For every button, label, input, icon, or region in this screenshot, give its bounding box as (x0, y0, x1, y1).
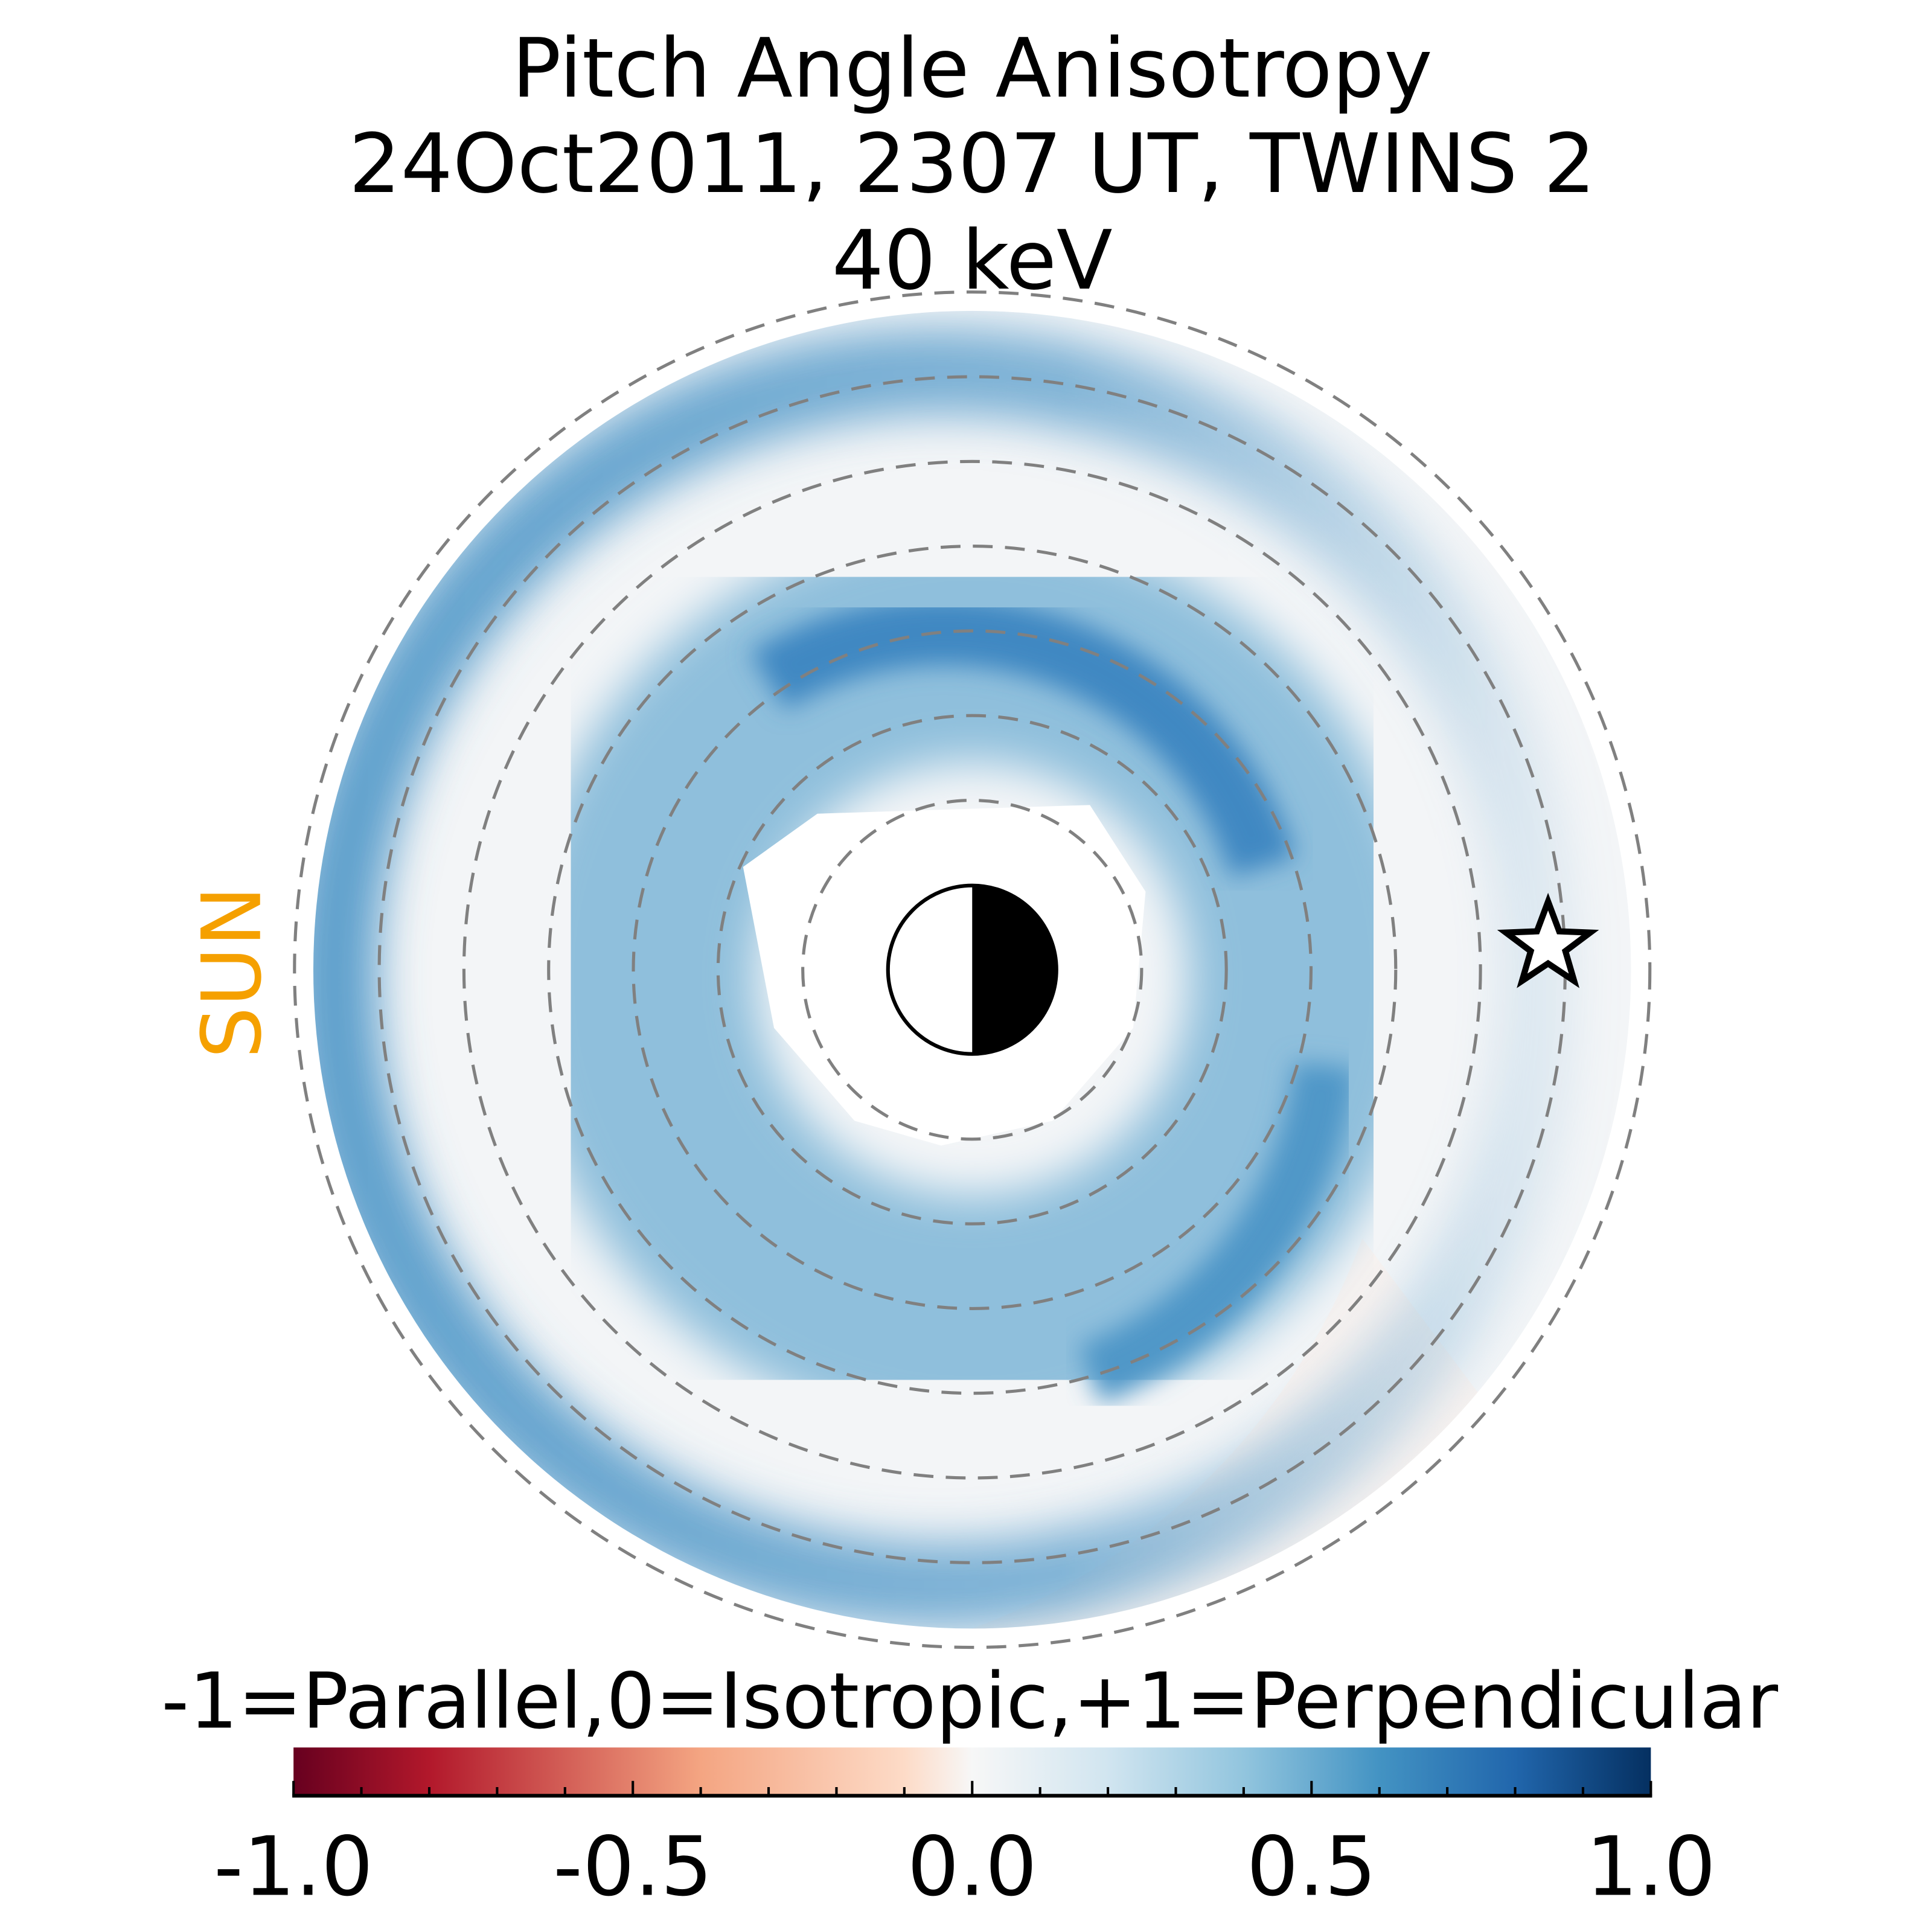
title-line-2: 24Oct2011, 2307 UT, TWINS 2 (349, 116, 1596, 211)
colorbar-tick-labels: -1.0 -0.5 0.0 0.5 1.0 (214, 1818, 1716, 1914)
inner-band-peak (750, 597, 1296, 877)
title: Pitch Angle Anisotropy 24Oct2011, 2307 U… (349, 21, 1596, 308)
star-icon (1497, 892, 1599, 988)
ring-4re (632, 629, 1313, 1310)
tick-label: 0.5 (1247, 1818, 1377, 1914)
inner-band-dusk-peak (1078, 1061, 1356, 1404)
outer-band (313, 328, 1591, 1629)
tick-label: -1.0 (214, 1818, 373, 1914)
tick-label: 1.0 (1586, 1818, 1716, 1914)
ring-6re (462, 459, 1482, 1480)
ring-2re (801, 798, 1144, 1141)
ring-5re (547, 545, 1398, 1395)
colorbar-label: -1=Parallel,0=Isotropic,+1=Perpendicular (161, 1657, 1779, 1746)
earth-icon (886, 883, 1058, 1056)
tick-label: 0.0 (907, 1818, 1037, 1914)
tick-label: -0.5 (553, 1818, 712, 1914)
distance-rings (293, 290, 1652, 1649)
ring-3re (716, 714, 1228, 1226)
sun-label: SUN (184, 886, 280, 1058)
title-line-1: Pitch Angle Anisotropy (512, 21, 1433, 116)
ring-8re (293, 290, 1652, 1649)
colorbar-ticks (292, 1780, 1652, 1796)
